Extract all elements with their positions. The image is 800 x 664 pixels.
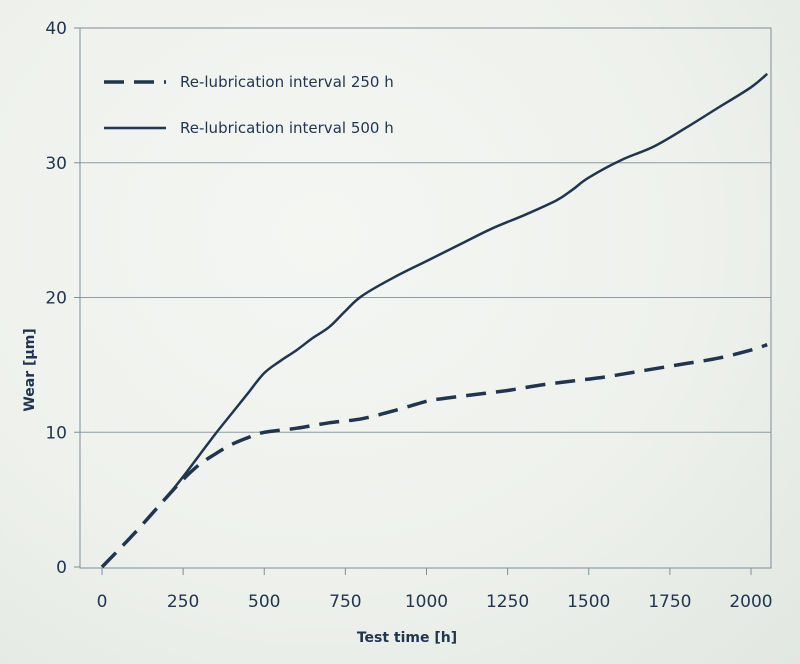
- x-axis-title: Test time [h]: [357, 630, 457, 646]
- y-axis-title: Wear [µm]: [22, 328, 38, 411]
- x-tick-label: 0: [97, 592, 108, 612]
- y-tick-label: 0: [56, 558, 67, 578]
- series-line-500h-solid: [165, 72, 769, 498]
- x-tick-label: 250: [167, 592, 199, 612]
- y-tick-label: 20: [45, 289, 67, 309]
- series-line-250h-dashed: [100, 343, 768, 569]
- x-tick-label: 1750: [648, 592, 691, 612]
- x-tick-label: 1000: [405, 592, 448, 612]
- x-tick-label: 2000: [729, 592, 772, 612]
- x-tick-label: 1500: [567, 592, 610, 612]
- axis-ticks: 0 10 20 30 40 0 250 500 750 1000 1250 1500 1750 2000: [45, 19, 772, 612]
- legend: Re-lubrication interval 250 h Re-lubrica…: [104, 73, 394, 137]
- legend-label-500h: Re-lubrication interval 500 h: [180, 119, 394, 137]
- series-layer: [100, 72, 769, 569]
- x-tick-label: 750: [329, 592, 361, 612]
- grid-lines: [80, 162, 771, 433]
- legend-label-250h: Re-lubrication interval 250 h: [180, 73, 394, 91]
- x-tick-label: 500: [248, 592, 280, 612]
- x-tick-label: 1250: [486, 592, 529, 612]
- y-tick-label: 10: [45, 423, 67, 443]
- y-tick-label: 30: [45, 154, 67, 174]
- y-tick-label: 40: [45, 19, 67, 39]
